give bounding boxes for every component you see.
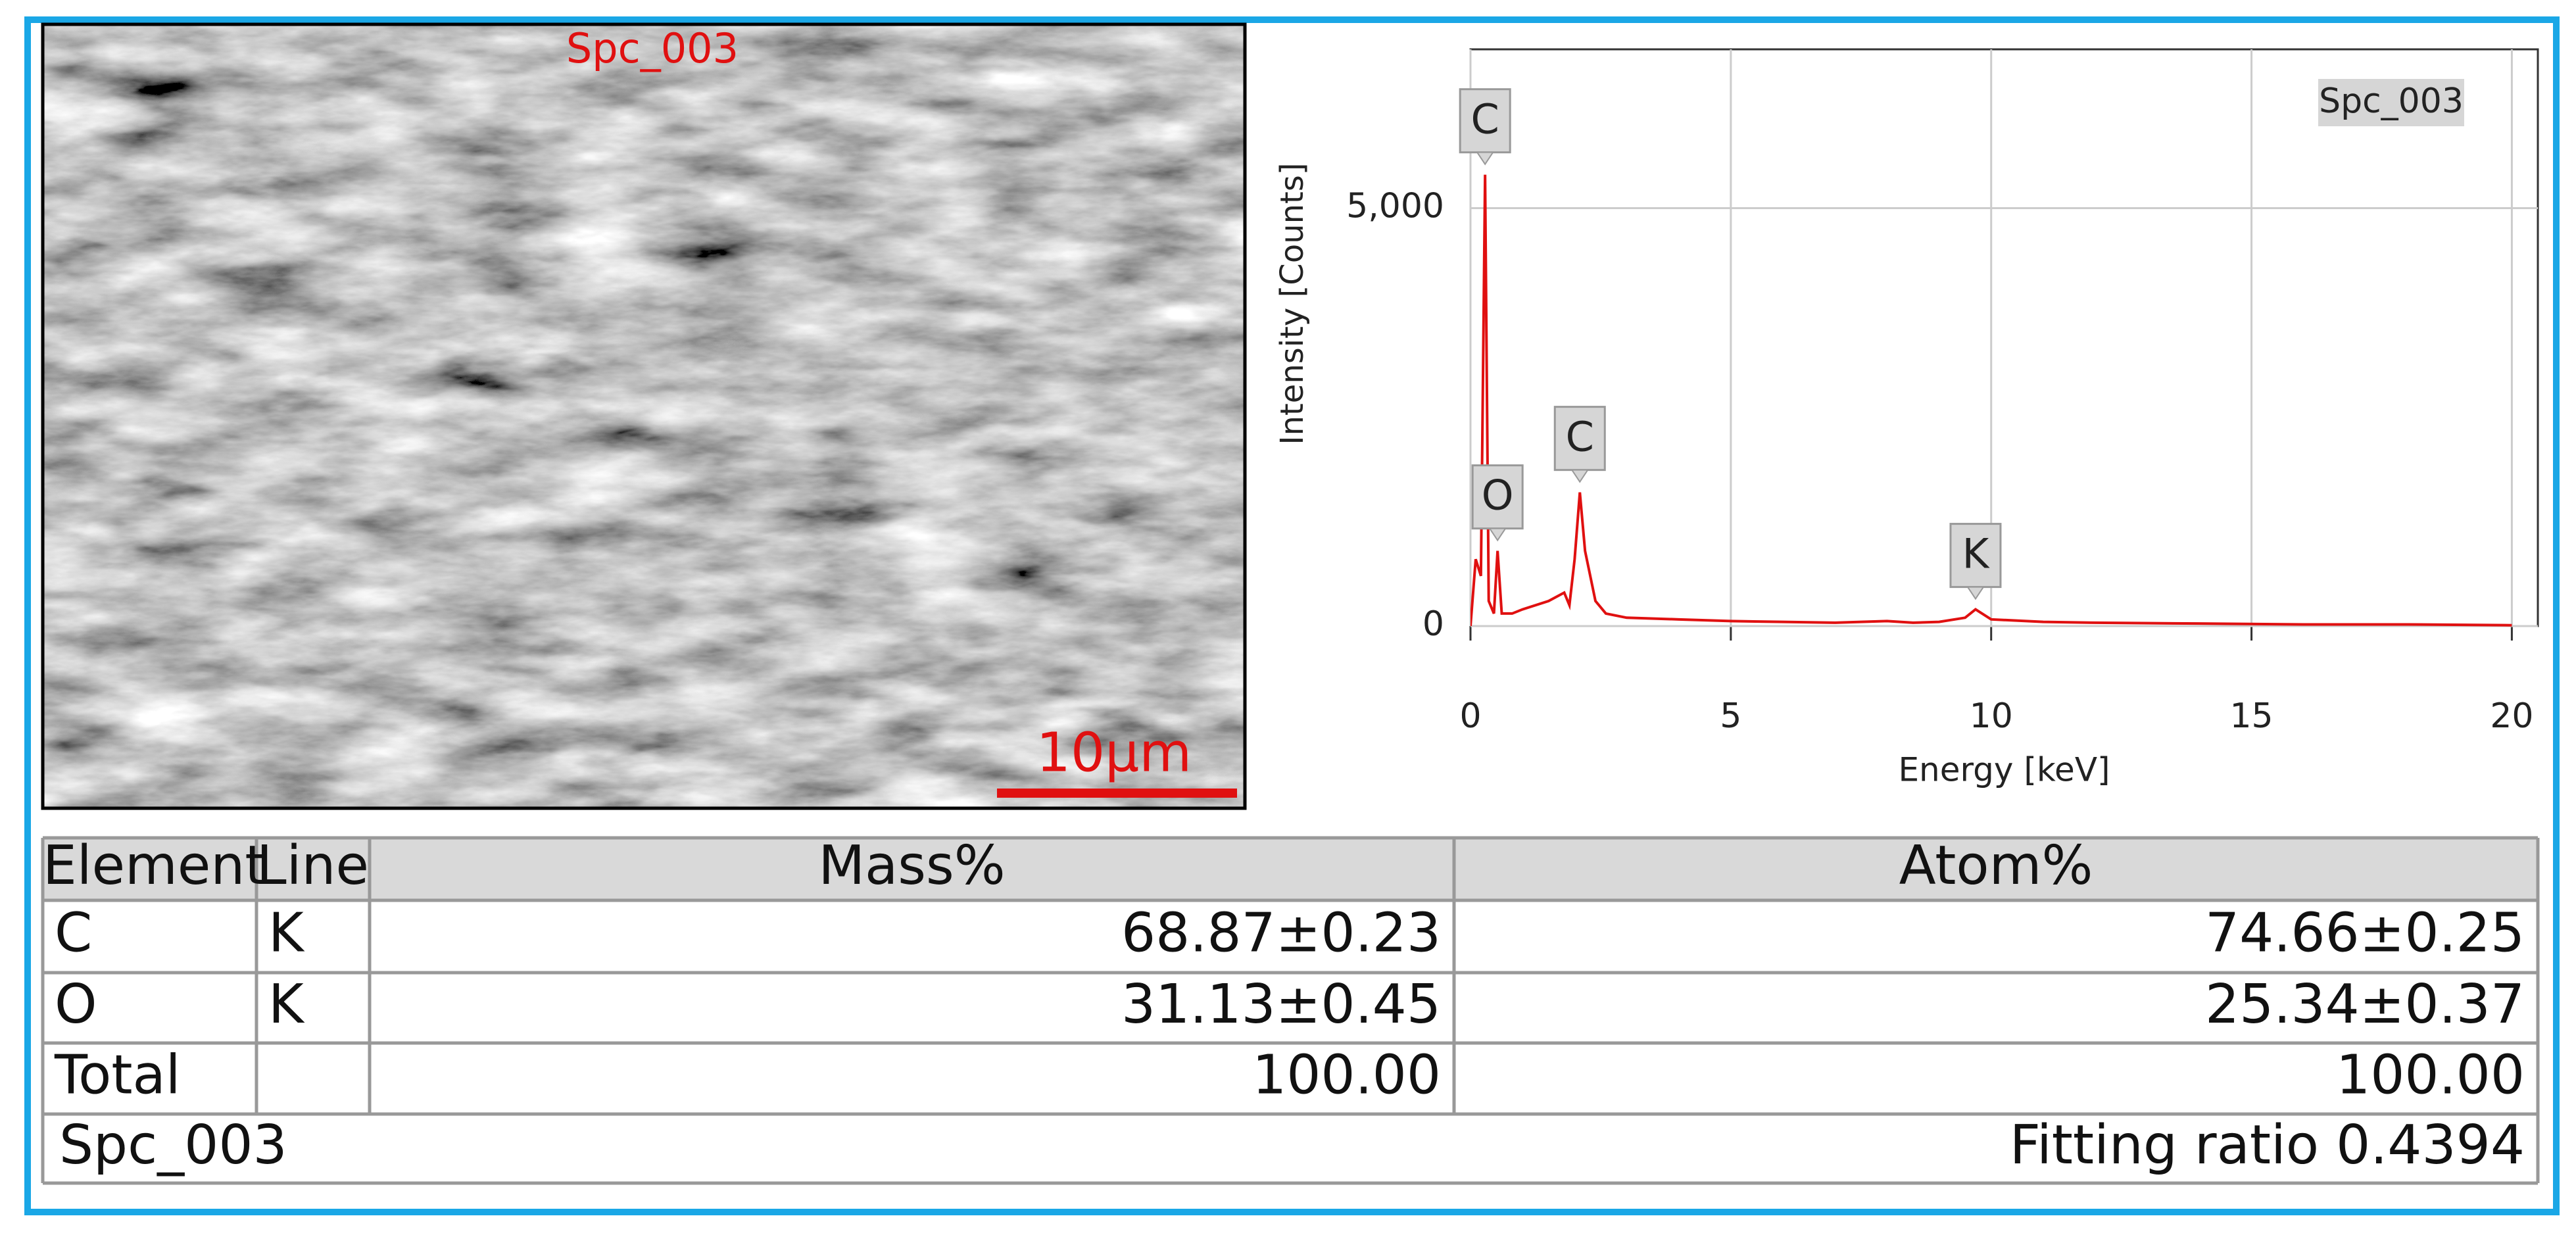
footer-fitting: Fitting ratio 0.4394 [2010,1114,2525,1177]
sem-texture [43,24,1245,808]
table-header: Element [43,835,266,897]
peak-callout [1471,464,1524,530]
table-cell: K [268,973,305,1036]
footer-spectrum: Spc_003 [59,1114,287,1177]
table-cell: 31.13±0.45 [1121,973,1441,1036]
scale-bar-label: 10μm [1036,721,1192,784]
plot-area [1469,48,2539,627]
sem-image: Spc_003 10μm [41,22,1247,810]
x-axis-label: Energy [keV] [1898,751,2110,789]
table-cell: C [55,902,92,964]
table-cell: 74.66±0.25 [2205,902,2525,964]
peak-label: C [1471,95,1499,143]
peak-callout [1949,523,2002,589]
spectrum-line [1470,174,2512,627]
table-cell: K [268,902,305,964]
table-cell: O [55,973,97,1036]
x-tick-label: 0 [1459,696,1481,736]
x-tick-label: 10 [1970,696,2013,736]
callout-pointer [1476,151,1495,166]
table-header: Line [256,835,369,897]
table-cell: 68.87±0.23 [1121,902,1441,964]
table-cell: Total [54,1044,181,1106]
callout-pointer [1488,527,1507,542]
legend-entry: Spc_003 [2319,82,2464,121]
y-axis-label: Intensity [Counts] [1274,162,1311,445]
table-cell: 100.00 [1252,1044,1441,1106]
spectrum-chart: 0 5 10 15 20 0 5,000 Energy [keV] Intensity [Cou… [1274,48,2539,789]
peak-label: O [1482,472,1514,520]
x-tick-label: 5 [1720,696,1741,736]
peak-label: K [1962,530,1990,578]
table-header: Mass% [818,835,1005,897]
x-tick-label: 15 [2229,696,2273,736]
sem-label: Spc_003 [566,24,739,72]
callout-pointer [1966,586,1985,600]
y-tick-label: 5,000 [1346,186,1444,226]
callout-pointer [1570,469,1590,483]
sem-frame [41,22,1247,810]
table-cell: 100.00 [2336,1044,2525,1106]
y-tick-label: 0 [1422,604,1444,644]
x-tick-label: 20 [2490,696,2533,736]
header-bg [43,838,2538,900]
table-cell: 25.34±0.37 [2205,973,2525,1036]
legend-box [2318,79,2464,126]
outer-border [24,16,2560,1215]
table-header: Atom% [1899,835,2093,897]
peak-label: C [1566,413,1594,461]
peak-callout [1459,88,1511,154]
